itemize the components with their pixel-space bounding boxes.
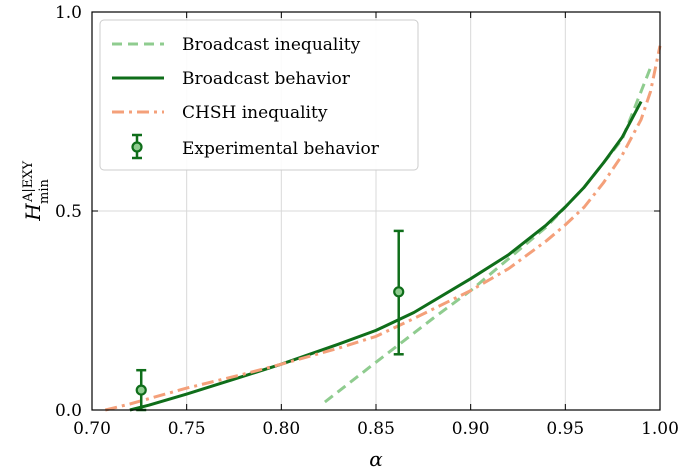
y-axis-label-superscript: A|EXY	[21, 160, 36, 203]
svg-text:H: H	[21, 203, 45, 222]
y-tick-label: 0.0	[55, 401, 82, 421]
y-tick-label: 1.0	[55, 3, 82, 23]
y-axis-label: H A|EXY min	[21, 160, 52, 221]
legend-label-broadcast-inequality: Broadcast inequality	[182, 35, 361, 55]
x-axis-label: α	[369, 447, 383, 471]
x-tick-label: 0.75	[168, 419, 206, 439]
x-tick-label: 0.85	[357, 419, 395, 439]
series-line-broadcast-behavior	[129, 100, 643, 412]
series-line-chsh-inequality	[104, 45, 662, 412]
x-tick-label: 0.90	[452, 419, 490, 439]
experimental-point	[135, 384, 147, 396]
x-tick-label: 1.00	[641, 419, 679, 439]
y-axis-label-main: H	[21, 203, 45, 222]
legend-box	[99, 19, 419, 171]
ticks: 0.70 0.75 0.80 0.85 0.90 0.95 1.00 0.0 0.5 1.0	[55, 3, 679, 439]
legend: Broadcast inequality Broadcast behavior …	[99, 19, 419, 171]
x-tick-label: 0.95	[546, 419, 584, 439]
experimental-points	[135, 229, 405, 412]
legend-label-chsh-inequality: CHSH inequality	[182, 103, 328, 123]
series-layer	[104, 45, 662, 412]
legend-label-experimental-behavior: Experimental behavior	[182, 139, 380, 159]
y-axis-label-subscript: min	[37, 179, 52, 204]
y-tick-label: 0.5	[55, 202, 82, 222]
x-tick-label: 0.70	[73, 419, 111, 439]
legend-label-broadcast-behavior: Broadcast behavior	[182, 69, 351, 89]
experimental-point	[393, 286, 405, 298]
x-tick-label: 0.80	[262, 419, 300, 439]
legend-swatch-experimental-behavior	[131, 133, 143, 160]
